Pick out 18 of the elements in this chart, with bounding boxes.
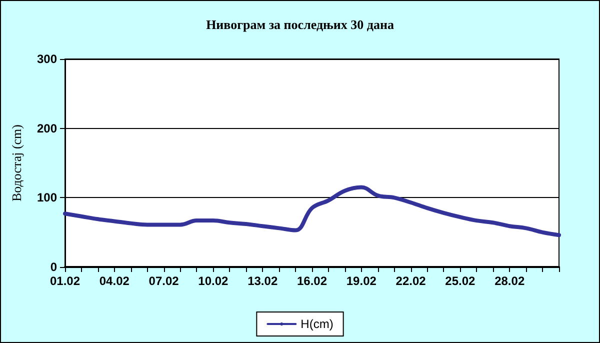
y-tick-label: 200 bbox=[36, 121, 58, 136]
y-axis-title: Водостај (cm) bbox=[9, 124, 24, 202]
y-tick-label: 100 bbox=[36, 190, 58, 205]
x-tick-label: 19.02 bbox=[346, 274, 377, 288]
y-tick-label: 300 bbox=[36, 52, 58, 66]
x-tick-label: 16.02 bbox=[296, 274, 328, 288]
x-tick-label: 22.02 bbox=[396, 274, 426, 288]
x-tick-label: 07.02 bbox=[148, 274, 180, 288]
x-tick-label: 04.02 bbox=[99, 274, 130, 288]
x-tick-label: 10.02 bbox=[198, 274, 229, 288]
chart-title: Нивограм за последњих 30 дана bbox=[206, 17, 394, 32]
y-tick-label: 0 bbox=[50, 260, 58, 274]
x-tick-label: 01.02 bbox=[50, 274, 80, 288]
line-series bbox=[63, 185, 561, 238]
x-tick-label: 25.02 bbox=[445, 274, 476, 288]
x-tick-label: 13.02 bbox=[248, 274, 278, 288]
legend-label: H(cm) bbox=[300, 317, 334, 331]
x-tick-label: 28.02 bbox=[494, 274, 525, 288]
